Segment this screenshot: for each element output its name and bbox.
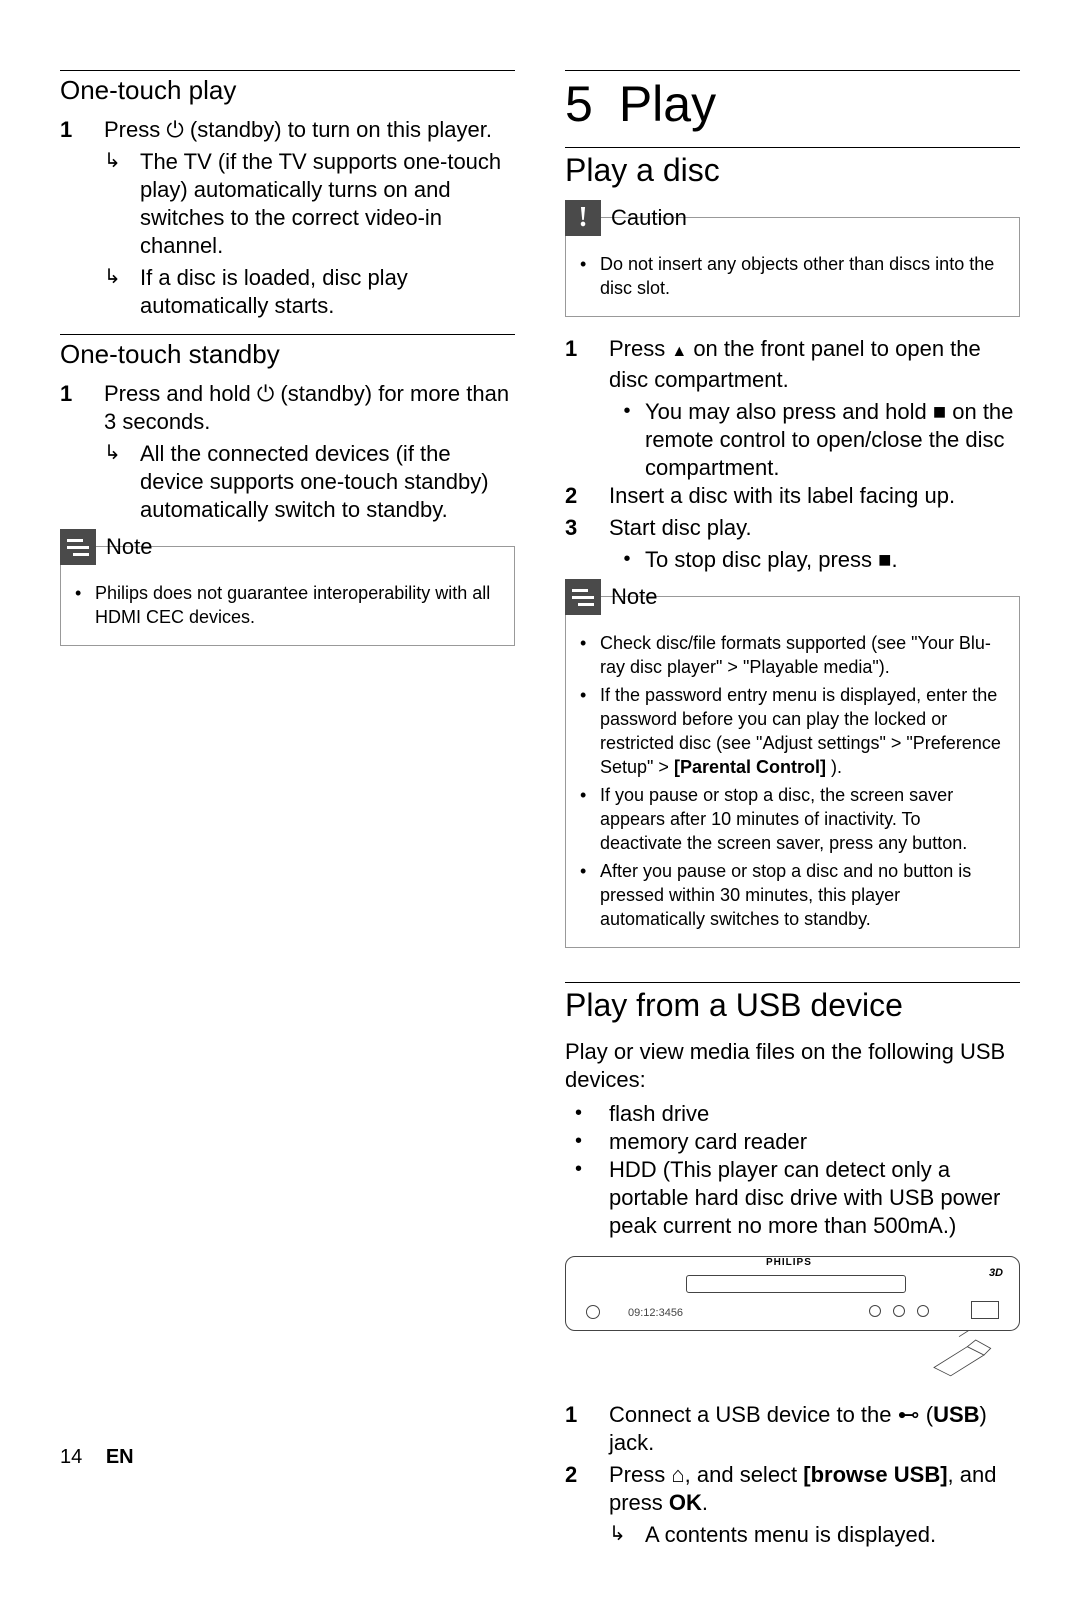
step-text: Press and hold ⏻ (standby) for more than…: [104, 380, 515, 436]
arrow-icon: ↳: [104, 264, 140, 320]
arrow-icon: ↳: [104, 440, 140, 524]
step-row: 3 Start disc play.: [565, 514, 1020, 542]
note-icon: [565, 579, 601, 615]
sub-bullet-row: • To stop disc play, press ■.: [609, 546, 1020, 574]
intro-text: Play or view media files on the followin…: [565, 1038, 1020, 1094]
display-text: 09:12:3456: [628, 1307, 683, 1319]
step-row: 2 Press ⌂, and select [browse USB], and …: [565, 1461, 1020, 1517]
standby-icon: ⏻: [257, 381, 274, 406]
step-text: Press ⏻ (standby) to turn on this player…: [104, 116, 515, 144]
step-text: Connect a USB device to the ⊷ (USB) jack…: [609, 1401, 1020, 1457]
list-item: •HDD (This player can detect only a port…: [565, 1156, 1020, 1240]
step-number: 3: [565, 514, 609, 542]
step-row: 1 Press ▲ on the front panel to open the…: [565, 335, 1020, 394]
result-row: ↳ All the connected devices (if the devi…: [104, 440, 515, 524]
chapter-heading: 5Play: [565, 70, 1020, 133]
note-label: Note: [611, 584, 657, 610]
heading-one-touch-standby: One-touch standby: [60, 334, 515, 370]
standby-icon: ⏻: [166, 117, 183, 142]
arrow-icon: ↳: [609, 1521, 645, 1549]
caution-box: ! Caution •Do not insert any objects oth…: [565, 217, 1020, 317]
usb-stick-icon: [919, 1330, 999, 1380]
usb-port-icon: [971, 1301, 999, 1319]
result-row: ↳ A contents menu is displayed.: [609, 1521, 1020, 1549]
note-box: Note •Check disc/file formats supported …: [565, 596, 1020, 948]
eject-icon: ▲: [671, 343, 687, 360]
step-number: 1: [565, 335, 609, 394]
button-dots-icon: [869, 1305, 929, 1317]
sub-bullet-row: • You may also press and hold ■ on the r…: [609, 398, 1020, 482]
page-footer: 14 EN: [60, 1446, 134, 1469]
caution-icon: !: [565, 200, 601, 236]
language-code: EN: [106, 1446, 134, 1468]
step-text: Insert a disc with its label facing up.: [609, 482, 1020, 510]
caution-label: Caution: [611, 205, 687, 231]
note-box: Note •Philips does not guarantee interop…: [60, 546, 515, 646]
left-column: One-touch play 1 Press ⏻ (standby) to tu…: [60, 70, 515, 1549]
heading-play-usb: Play from a USB device: [565, 982, 1020, 1024]
stop-icon: ■: [933, 399, 946, 424]
right-column: 5Play Play a disc ! Caution •Do not inse…: [565, 70, 1020, 1549]
power-button-icon: [586, 1305, 600, 1319]
step-text: Press ⌂, and select [browse USB], and pr…: [609, 1461, 1020, 1517]
heading-play-a-disc: Play a disc: [565, 147, 1020, 189]
step-row: 2 Insert a disc with its label facing up…: [565, 482, 1020, 510]
result-row: ↳ If a disc is loaded, disc play automat…: [104, 264, 515, 320]
step-row: 1 Press ⏻ (standby) to turn on this play…: [60, 116, 515, 144]
heading-one-touch-play: One-touch play: [60, 70, 515, 106]
logo-3d: 3D: [989, 1267, 1003, 1279]
device-illustration: PHILIPS 09:12:3456 3D: [565, 1256, 1020, 1331]
note-label: Note: [106, 534, 152, 560]
note-icon: [60, 529, 96, 565]
list-item: •memory card reader: [565, 1128, 1020, 1156]
step-row: 1 Press and hold ⏻ (standby) for more th…: [60, 380, 515, 436]
step-number: 1: [60, 380, 104, 436]
step-text: Start disc play.: [609, 514, 1020, 542]
arrow-icon: ↳: [104, 148, 140, 260]
step-number: 2: [565, 482, 609, 510]
step-number: 2: [565, 1461, 609, 1517]
step-row: 1 Connect a USB device to the ⊷ (USB) ja…: [565, 1401, 1020, 1457]
step-text: Press ▲ on the front panel to open the d…: [609, 335, 1020, 394]
stop-icon: ■: [878, 547, 891, 572]
brand-label: PHILIPS: [766, 1257, 812, 1268]
usb-icon: ⊷: [898, 1402, 920, 1427]
result-row: ↳ The TV (if the TV supports one-touch p…: [104, 148, 515, 260]
list-item: •flash drive: [565, 1100, 1020, 1128]
disc-tray-icon: [686, 1275, 906, 1293]
page-number: 14: [60, 1446, 82, 1468]
step-number: 1: [60, 116, 104, 144]
step-number: 1: [565, 1401, 609, 1457]
home-icon: ⌂: [671, 1462, 684, 1487]
